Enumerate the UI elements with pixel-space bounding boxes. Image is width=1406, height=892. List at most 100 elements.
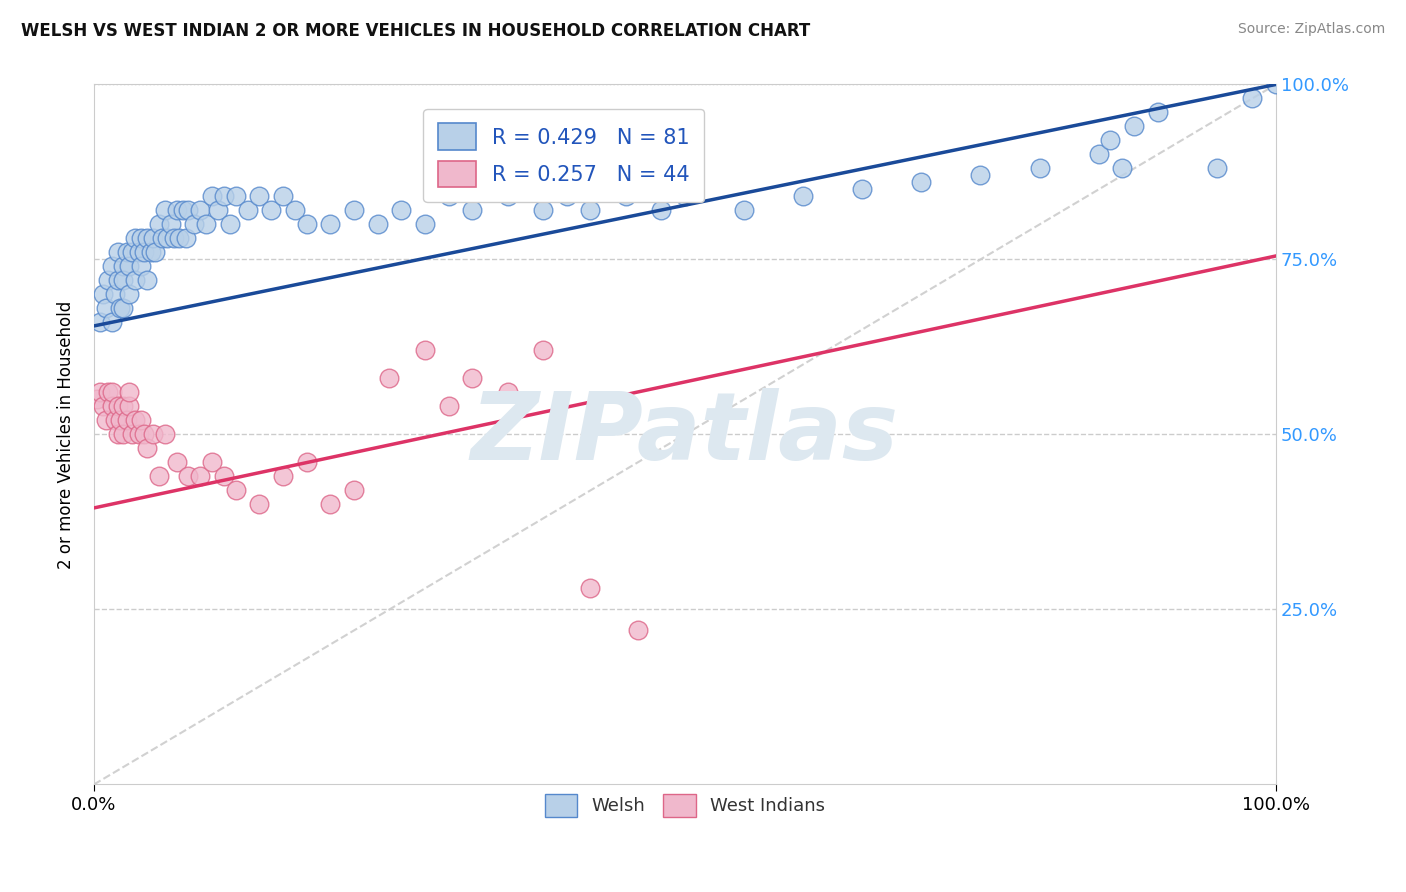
Point — [673, 189, 696, 203]
Point — [1241, 91, 1264, 105]
Point — [118, 287, 141, 301]
Point — [1146, 105, 1168, 120]
Point — [100, 315, 122, 329]
Point — [107, 427, 129, 442]
Point — [159, 218, 181, 232]
Point — [124, 273, 146, 287]
Point — [343, 203, 366, 218]
Point — [555, 189, 578, 203]
Point — [531, 203, 554, 218]
Point — [128, 245, 150, 260]
Point — [166, 455, 188, 469]
Point — [100, 385, 122, 400]
Point — [413, 218, 436, 232]
Point — [107, 273, 129, 287]
Point — [128, 427, 150, 442]
Point — [319, 218, 342, 232]
Point — [145, 245, 167, 260]
Point — [650, 203, 672, 218]
Point — [201, 455, 224, 469]
Point — [183, 218, 205, 232]
Point — [225, 189, 247, 203]
Point — [142, 427, 165, 442]
Point — [112, 301, 135, 316]
Point — [100, 400, 122, 414]
Point — [378, 371, 401, 385]
Point — [94, 301, 117, 316]
Point — [177, 203, 200, 218]
Point — [627, 624, 650, 638]
Point — [389, 203, 412, 218]
Point — [112, 427, 135, 442]
Point — [792, 189, 814, 203]
Point — [104, 413, 127, 427]
Point — [614, 189, 637, 203]
Point — [100, 260, 122, 274]
Point — [172, 203, 194, 218]
Point — [260, 203, 283, 218]
Point — [531, 343, 554, 358]
Point — [97, 385, 120, 400]
Point — [1123, 120, 1146, 134]
Point — [93, 287, 115, 301]
Point — [142, 231, 165, 245]
Point — [93, 400, 115, 414]
Point — [496, 385, 519, 400]
Point — [343, 483, 366, 498]
Point — [124, 231, 146, 245]
Point — [969, 169, 991, 183]
Point — [112, 273, 135, 287]
Point — [1205, 161, 1227, 176]
Point — [153, 203, 176, 218]
Point — [156, 231, 179, 245]
Point — [1111, 161, 1133, 176]
Point — [295, 455, 318, 469]
Point — [132, 427, 155, 442]
Point — [437, 189, 460, 203]
Point — [118, 385, 141, 400]
Point — [461, 371, 484, 385]
Text: Source: ZipAtlas.com: Source: ZipAtlas.com — [1237, 22, 1385, 37]
Point — [413, 343, 436, 358]
Point — [910, 176, 932, 190]
Point — [115, 413, 138, 427]
Point — [177, 469, 200, 483]
Point — [112, 260, 135, 274]
Point — [167, 231, 190, 245]
Point — [249, 189, 271, 203]
Point — [121, 245, 143, 260]
Point — [148, 469, 170, 483]
Point — [367, 218, 389, 232]
Point — [174, 231, 197, 245]
Point — [89, 315, 111, 329]
Point — [166, 203, 188, 218]
Point — [319, 498, 342, 512]
Point — [108, 301, 131, 316]
Point — [579, 203, 602, 218]
Point — [94, 413, 117, 427]
Text: WELSH VS WEST INDIAN 2 OR MORE VEHICLES IN HOUSEHOLD CORRELATION CHART: WELSH VS WEST INDIAN 2 OR MORE VEHICLES … — [21, 22, 810, 40]
Point — [107, 245, 129, 260]
Point — [118, 260, 141, 274]
Point — [249, 498, 271, 512]
Point — [132, 245, 155, 260]
Point — [107, 400, 129, 414]
Y-axis label: 2 or more Vehicles in Household: 2 or more Vehicles in Household — [58, 301, 75, 568]
Point — [129, 413, 152, 427]
Point — [271, 189, 294, 203]
Point — [136, 273, 159, 287]
Point — [195, 218, 218, 232]
Point — [236, 203, 259, 218]
Point — [1087, 147, 1109, 161]
Point — [461, 203, 484, 218]
Point — [97, 273, 120, 287]
Point — [112, 400, 135, 414]
Point — [212, 189, 235, 203]
Text: ZIPatlas: ZIPatlas — [471, 388, 898, 481]
Point — [201, 189, 224, 203]
Point — [153, 427, 176, 442]
Point — [225, 483, 247, 498]
Point — [212, 469, 235, 483]
Point — [271, 469, 294, 483]
Point — [104, 287, 127, 301]
